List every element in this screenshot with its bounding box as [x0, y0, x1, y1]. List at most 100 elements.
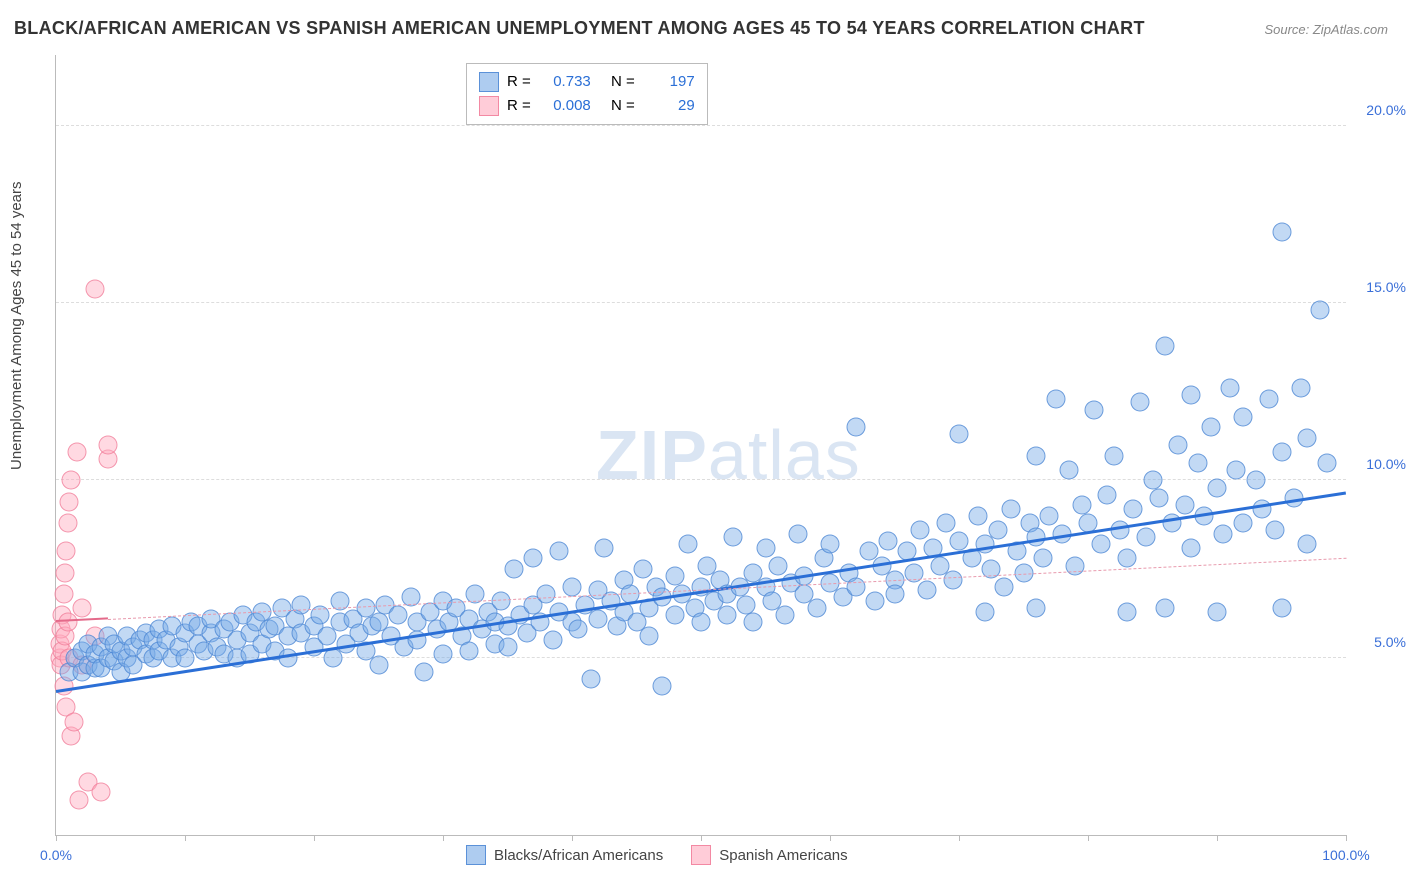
data-point: [550, 542, 569, 561]
data-point: [434, 645, 453, 664]
x-tick: [572, 835, 573, 841]
data-point: [1311, 301, 1330, 320]
data-point: [917, 581, 936, 600]
y-tick-label: 10.0%: [1351, 456, 1406, 472]
data-point: [595, 538, 614, 557]
data-point: [666, 606, 685, 625]
data-point: [1085, 400, 1104, 419]
stats-legend-box: R = 0.733 N = 197 R = 0.008 N = 29: [466, 63, 708, 125]
x-tick: [443, 835, 444, 841]
x-tick: [830, 835, 831, 841]
trend-line-blue: [56, 492, 1346, 694]
data-point: [775, 606, 794, 625]
x-tick: [701, 835, 702, 841]
data-point: [1027, 446, 1046, 465]
data-point: [1317, 453, 1336, 472]
data-point: [459, 641, 478, 660]
data-point: [67, 443, 86, 462]
data-point: [1227, 460, 1246, 479]
watermark-bold: ZIP: [596, 416, 708, 494]
data-point: [1169, 436, 1188, 455]
bottom-legend: Blacks/African Americans Spanish America…: [466, 845, 848, 865]
data-point: [943, 570, 962, 589]
data-point: [98, 436, 117, 455]
stat-r-blue: 0.733: [539, 70, 591, 94]
stats-row-pink: R = 0.008 N = 29: [479, 94, 695, 118]
legend-label-pink: Spanish Americans: [719, 847, 847, 864]
data-point: [950, 425, 969, 444]
data-point: [1149, 489, 1168, 508]
data-point: [975, 602, 994, 621]
data-point: [1175, 496, 1194, 515]
x-tick-label: 100.0%: [1322, 847, 1369, 863]
stat-n-pink: 29: [643, 94, 695, 118]
legend-label-blue: Blacks/African Americans: [494, 847, 663, 864]
data-point: [563, 577, 582, 596]
data-point: [1233, 514, 1252, 533]
data-point: [1033, 549, 1052, 568]
gridline: [56, 302, 1346, 303]
data-point: [1298, 428, 1317, 447]
x-tick: [56, 835, 57, 841]
data-point: [498, 638, 517, 657]
data-point: [1246, 471, 1265, 490]
stat-n-label: N =: [611, 70, 635, 94]
data-point: [1117, 549, 1136, 568]
data-point: [737, 595, 756, 614]
data-point: [369, 655, 388, 674]
data-point: [1298, 535, 1317, 554]
data-point: [1001, 499, 1020, 518]
chart-title: BLACK/AFRICAN AMERICAN VS SPANISH AMERIC…: [14, 18, 1145, 39]
data-point: [1040, 506, 1059, 525]
data-point: [866, 592, 885, 611]
data-point: [1130, 393, 1149, 412]
data-point: [1137, 528, 1156, 547]
data-point: [492, 592, 511, 611]
data-point: [56, 563, 75, 582]
x-tick: [185, 835, 186, 841]
data-point: [1182, 538, 1201, 557]
legend-item-pink: Spanish Americans: [691, 845, 847, 865]
data-point: [1266, 521, 1285, 540]
data-point: [937, 514, 956, 533]
data-point: [1124, 499, 1143, 518]
data-point: [911, 521, 930, 540]
data-point: [692, 613, 711, 632]
data-point: [1104, 446, 1123, 465]
x-tick: [314, 835, 315, 841]
data-point: [58, 514, 77, 533]
legend-item-blue: Blacks/African Americans: [466, 845, 663, 865]
data-point: [65, 712, 84, 731]
data-point: [58, 613, 77, 632]
data-point: [1046, 389, 1065, 408]
data-point: [1091, 535, 1110, 554]
stat-n-label: N =: [611, 94, 635, 118]
data-point: [666, 567, 685, 586]
data-point: [743, 613, 762, 632]
data-point: [85, 280, 104, 299]
data-point: [1272, 443, 1291, 462]
data-point: [788, 524, 807, 543]
stat-r-pink: 0.008: [539, 94, 591, 118]
data-point: [57, 542, 76, 561]
data-point: [724, 528, 743, 547]
data-point: [1272, 223, 1291, 242]
y-tick-label: 5.0%: [1351, 634, 1406, 650]
data-point: [292, 595, 311, 614]
data-point: [588, 609, 607, 628]
swatch-blue-icon: [479, 72, 499, 92]
data-point: [59, 492, 78, 511]
data-point: [537, 584, 556, 603]
plot-area: ZIPatlas R = 0.733 N = 197 R = 0.008 N =…: [55, 55, 1346, 836]
data-point: [640, 627, 659, 646]
data-point: [1182, 386, 1201, 405]
y-axis-label: Unemployment Among Ages 45 to 54 years: [8, 181, 25, 470]
data-point: [821, 535, 840, 554]
data-point: [885, 584, 904, 603]
stat-r-label: R =: [507, 70, 531, 94]
data-point: [653, 677, 672, 696]
swatch-blue-icon: [466, 845, 486, 865]
data-point: [1208, 602, 1227, 621]
data-point: [1233, 407, 1252, 426]
watermark: ZIPatlas: [596, 415, 861, 495]
